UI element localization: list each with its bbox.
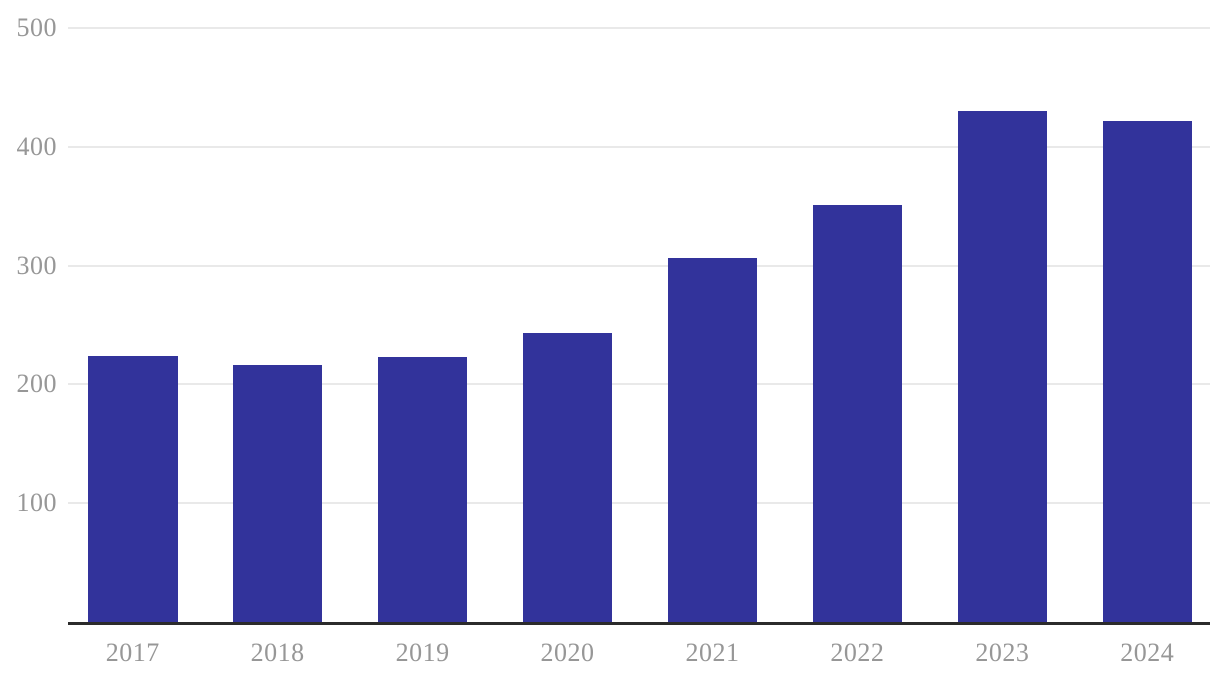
gridline-400	[68, 145, 1210, 148]
x-tick-label: 2017	[105, 638, 160, 667]
x-tick-label: 2020	[540, 638, 595, 667]
bar-2019	[377, 357, 468, 622]
bar-2021	[667, 258, 758, 622]
bar-2020	[522, 333, 613, 622]
x-axis-line	[68, 622, 1210, 625]
x-tick-label: 2019	[395, 638, 450, 667]
bar-2017	[88, 355, 178, 622]
gridline-500	[68, 27, 1210, 29]
y-tick-label: 400	[16, 131, 57, 161]
y-tick-label: 500	[16, 13, 57, 42]
x-tick-label: 2023	[975, 638, 1030, 667]
bar-2024	[1102, 120, 1192, 622]
x-tick-label: 2022	[830, 638, 885, 667]
bar-2023	[957, 111, 1048, 622]
gridline-200	[68, 383, 1210, 386]
y-tick-label: 200	[16, 369, 57, 399]
x-tick-label: 2021	[685, 638, 740, 667]
x-tick-label: 2024	[1120, 638, 1175, 667]
gridline-300	[68, 264, 1210, 267]
x-tick-label: 2018	[250, 638, 305, 667]
bar-2022	[812, 205, 903, 622]
y-tick-label: 300	[16, 250, 57, 280]
gridline-100	[68, 502, 1210, 505]
bar-2018	[232, 365, 323, 622]
y-tick-label: 100	[16, 488, 57, 518]
